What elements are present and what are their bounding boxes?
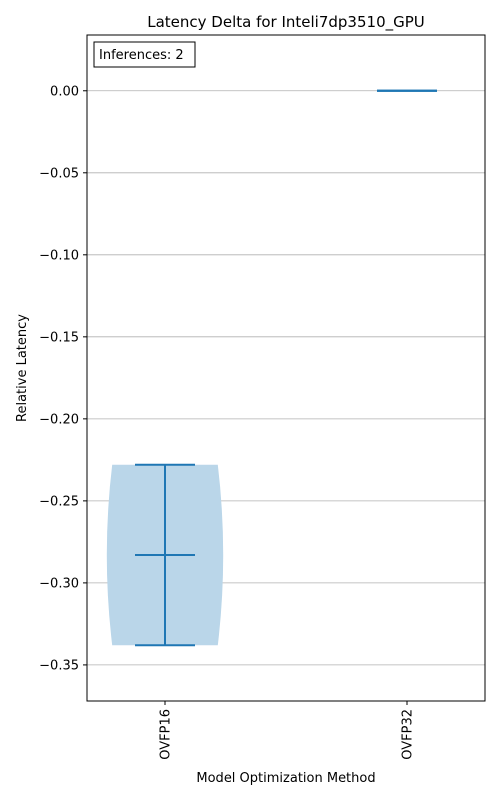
x-axis: OVFP16 OVFP32 — [159, 701, 416, 760]
x-tick-label: OVFP16 — [159, 709, 174, 760]
annotation-frame — [93, 41, 196, 68]
y-tick-label: −0.05 — [39, 166, 79, 181]
plot-frame — [86, 34, 486, 702]
y-tick-label: −0.15 — [39, 330, 79, 345]
y-axis-label: Relative Latency — [15, 314, 30, 422]
y-tick-label: −0.20 — [39, 412, 79, 427]
annotation-box: Inferences: 2 — [93, 41, 196, 68]
y-axis: 0.00 −0.05 −0.10 −0.15 −0.20 −0.25 −0.30 −0.35 — [39, 84, 87, 673]
y-tick-label: −0.35 — [39, 658, 79, 673]
x-axis-label: Model Optimization Method — [196, 771, 375, 786]
x-tick-label: OVFP32 — [401, 709, 416, 760]
y-tick-label: −0.25 — [39, 494, 79, 509]
annotation-text: Inferences: 2 — [99, 48, 184, 63]
violin-layer — [106, 89, 437, 647]
y-tick-label: 0.00 — [50, 84, 79, 99]
y-tick-label: −0.30 — [39, 576, 79, 591]
violin-ovfp16 — [106, 463, 224, 647]
chart-title: Latency Delta for Inteli7dp3510_GPU — [147, 13, 425, 32]
y-tick-label: −0.10 — [39, 248, 79, 263]
